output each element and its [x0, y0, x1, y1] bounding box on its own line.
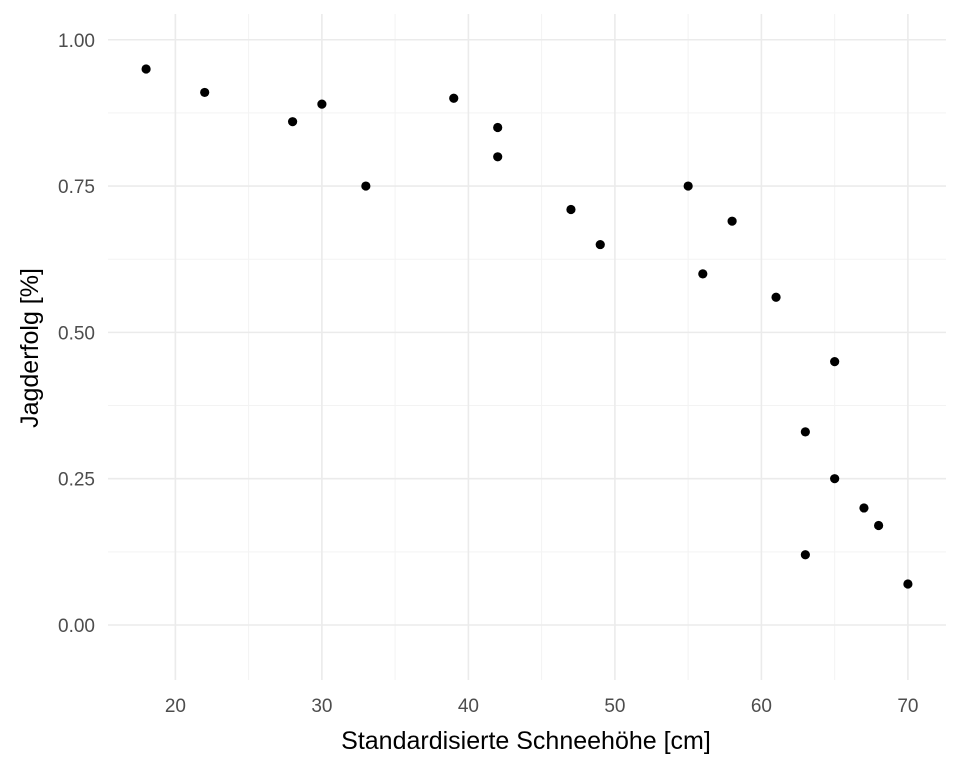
y-tick-label: 0.00: [58, 616, 95, 637]
x-axis-tick-labels: 20 30 40 50 60 70: [165, 696, 919, 717]
data-point: [874, 520, 884, 531]
major-gridlines: [108, 14, 946, 680]
y-tick-label: 0.25: [58, 470, 95, 491]
data-point: [141, 64, 151, 74]
data-point: [287, 117, 298, 127]
y-tick-label: 0.50: [58, 323, 95, 344]
data-point: [771, 292, 781, 302]
y-axis-tick-labels: 0.00 0.25 0.50 0.75 1.00: [58, 31, 95, 637]
data-point: [493, 152, 503, 162]
x-tick-label: 50: [604, 696, 625, 717]
data-point: [800, 427, 810, 437]
data-point: [595, 239, 605, 250]
data-point: [903, 579, 913, 589]
data-point: [698, 269, 708, 279]
data-point: [566, 204, 576, 215]
data-point: [361, 181, 371, 191]
data-point: [317, 99, 327, 109]
data-point: [830, 357, 840, 367]
x-axis-title: Standardisierte Schneehöhe [cm]: [341, 727, 711, 755]
x-tick-label: 60: [751, 696, 772, 717]
data-point: [800, 550, 810, 560]
data-point: [727, 216, 737, 226]
x-tick-label: 30: [311, 696, 332, 717]
data-points: [141, 64, 913, 589]
minor-gridlines: [108, 14, 946, 680]
y-axis-title: Jagderfolg [%]: [16, 268, 44, 428]
data-point: [493, 122, 503, 133]
data-point: [683, 181, 693, 191]
x-tick-label: 40: [458, 696, 479, 717]
data-point: [200, 87, 210, 98]
x-tick-label: 20: [165, 696, 186, 717]
data-point: [859, 503, 869, 513]
data-point: [449, 93, 459, 103]
x-tick-label: 70: [897, 696, 918, 717]
y-tick-label: 1.00: [58, 31, 95, 52]
data-point: [830, 474, 840, 484]
y-tick-label: 0.75: [58, 177, 95, 198]
